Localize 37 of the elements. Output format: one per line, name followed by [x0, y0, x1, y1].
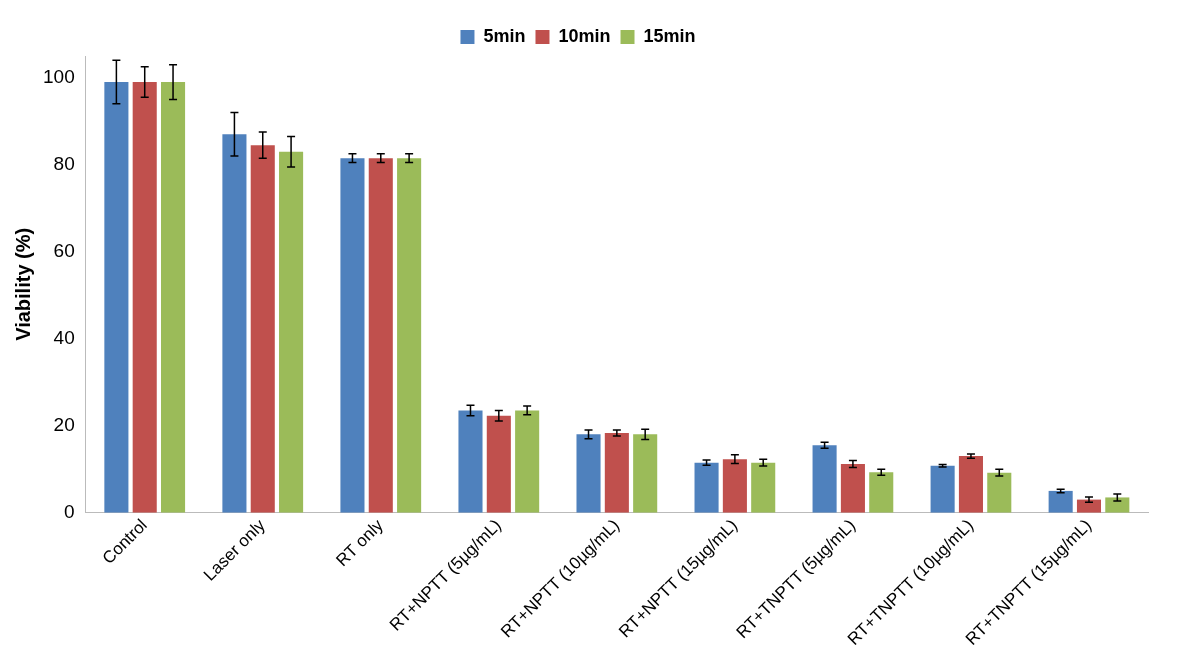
legend-label: 15min [643, 25, 696, 46]
bar [840, 463, 865, 513]
legend-label: 5min [483, 25, 526, 46]
y-tick-label: 20 [53, 413, 75, 435]
bar [250, 145, 275, 513]
bar [987, 472, 1012, 513]
bar [161, 82, 186, 513]
bar [633, 434, 658, 513]
y-axis-title: Viability (%) [11, 227, 34, 341]
bar [869, 472, 894, 513]
bar [694, 462, 719, 513]
legend-label: 10min [558, 25, 611, 46]
bar [812, 445, 837, 513]
bar [576, 434, 601, 513]
bar [722, 459, 747, 513]
y-tick-label: 80 [53, 152, 75, 174]
bar [132, 82, 157, 513]
y-tick-label: 0 [64, 500, 75, 522]
x-tick-label: RT only [332, 515, 388, 570]
bar [486, 415, 511, 513]
y-tick-label: 40 [53, 326, 75, 348]
bar [958, 456, 983, 513]
bar [222, 134, 247, 513]
bar [279, 151, 304, 513]
y-tick-label: 60 [53, 239, 75, 261]
bar [515, 410, 540, 513]
y-tick-label: 100 [43, 65, 75, 87]
bar [340, 158, 365, 513]
bar [604, 433, 629, 513]
bar [930, 465, 955, 513]
bar [751, 462, 776, 513]
bar [368, 158, 393, 513]
bar [458, 410, 483, 513]
bar [1048, 490, 1073, 513]
bar [104, 82, 129, 513]
bar [397, 158, 422, 513]
bar [1105, 497, 1130, 513]
